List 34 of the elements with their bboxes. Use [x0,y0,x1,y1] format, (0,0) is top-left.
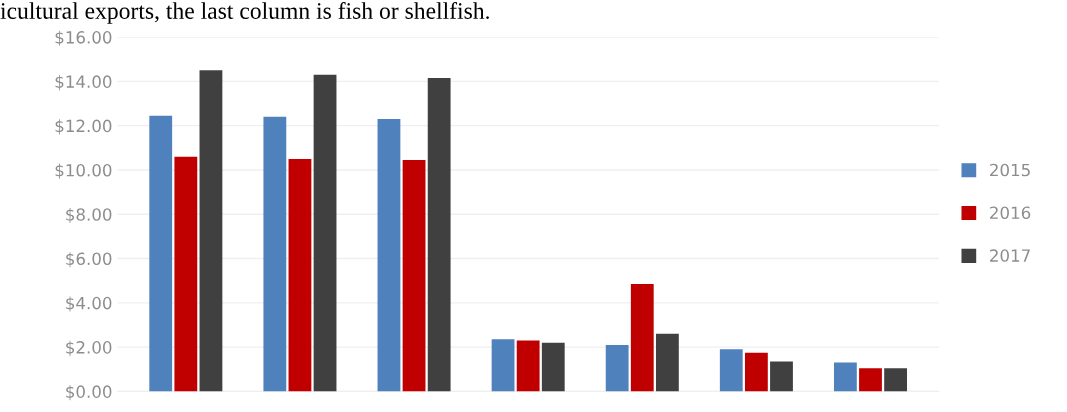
bar [770,361,793,392]
bar [199,70,223,392]
y-tick-label: $8.00 [66,207,112,224]
legend-label: 2015 [990,163,1030,177]
bar [263,116,287,392]
bar [491,339,515,392]
y-tick-label: $16.00 [55,30,112,46]
bar [744,352,768,392]
bar [313,74,337,392]
text: icultural exports, the last column is fish or shellfish. [0,2,489,24]
bar [288,158,312,392]
bar [859,368,882,392]
bar [174,156,198,392]
bar [833,362,857,392]
bar [884,368,908,392]
bar [149,115,173,392]
y-tick-label: $2.00 [66,340,112,356]
bar [402,159,426,392]
bar [541,342,565,392]
y-tick-label: $10.00 [55,163,112,179]
bar [655,333,679,392]
bar [605,344,629,392]
y-tick-label: $14.00 [55,75,112,91]
legend-label: 2017 [990,249,1030,262]
y-tick-label: $6.00 [66,252,112,268]
bar [630,284,654,392]
bar [377,119,401,392]
legend-label: 2016 [990,206,1031,220]
y-tick-label: $4.00 [66,296,112,312]
y-tick-label: $12.00 [55,119,112,135]
bar [427,78,451,392]
bar [719,349,743,392]
bar [516,340,540,392]
y-tick-label: $0.00 [66,385,112,401]
